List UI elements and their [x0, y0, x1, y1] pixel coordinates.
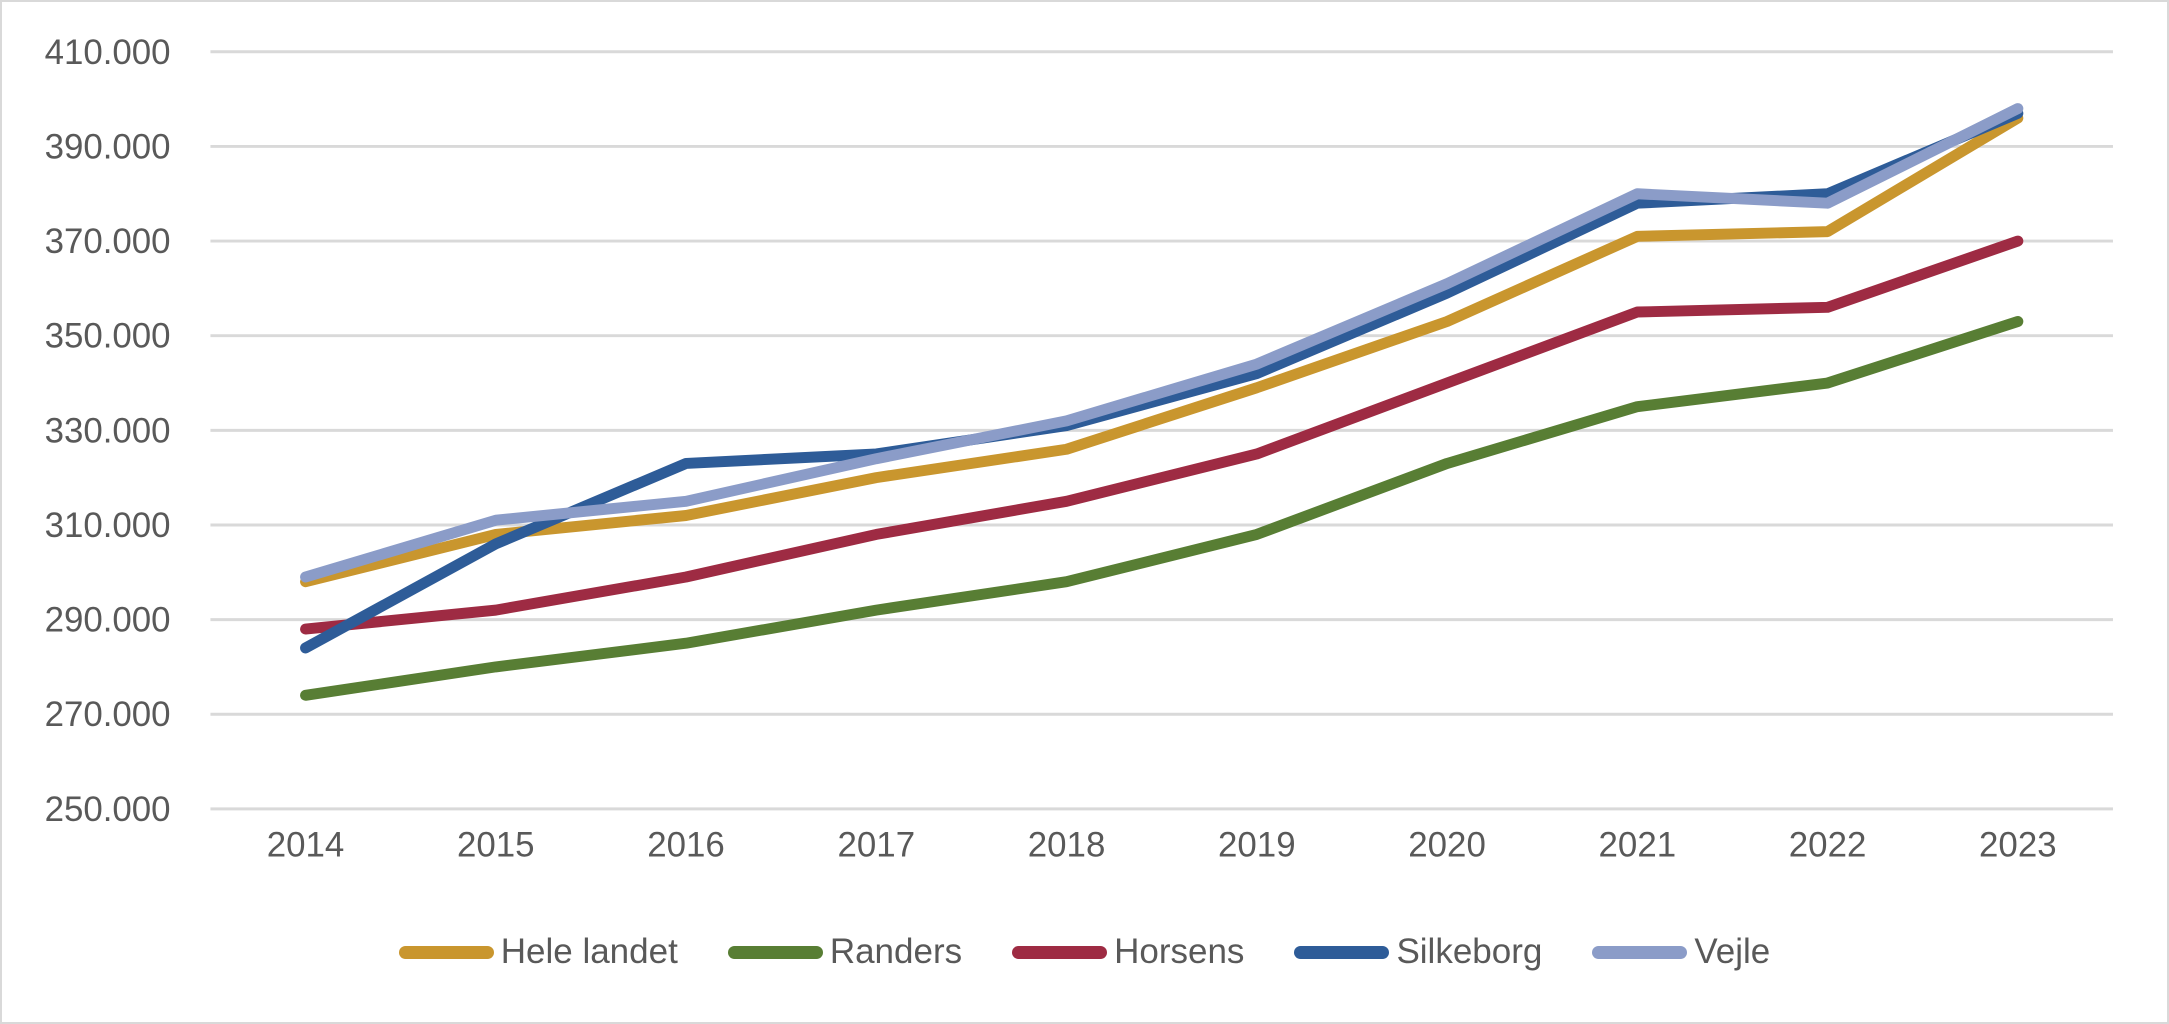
y-tick-label: 350.000: [45, 317, 171, 356]
legend-item-randers: Randers: [727, 932, 963, 972]
legend-label: Horsens: [1114, 932, 1245, 971]
x-tick-label: 2022: [1789, 826, 1867, 865]
x-tick-label: 2015: [457, 826, 535, 865]
y-tick-label: 290.000: [45, 601, 171, 640]
legend-label: Silkeborg: [1396, 932, 1543, 971]
x-tick-label: 2020: [1408, 826, 1486, 865]
legend-label: Hele landet: [500, 932, 678, 971]
x-tick-label: 2017: [838, 826, 916, 865]
y-tick-label: 250.000: [45, 790, 171, 829]
legend-item-horsens: Horsens: [1012, 932, 1244, 972]
gridlines: [210, 50, 2113, 811]
x-tick-label: 2021: [1599, 826, 1677, 865]
legend-swatch-icon: [1294, 945, 1390, 959]
legend-label: Vejle: [1694, 932, 1771, 971]
legend-swatch-icon: [1592, 945, 1688, 959]
x-tick-label: 2019: [1218, 826, 1296, 865]
x-tick-label: 2016: [647, 826, 725, 865]
y-tick-label: 390.000: [45, 127, 171, 166]
series-line-hele-landet: [300, 112, 2024, 588]
legend-item-silkeborg: Silkeborg: [1294, 932, 1542, 972]
series-lines: [300, 103, 2024, 701]
x-tick-label: 2018: [1028, 826, 1106, 865]
legend-swatch-icon: [1012, 945, 1108, 959]
y-tick-label: 330.000: [45, 411, 171, 450]
legend-swatch-icon: [398, 945, 494, 959]
legend-swatch-icon: [727, 945, 823, 959]
legend: Hele landet Randers Horsens Silkeborg Vejle: [2, 932, 2167, 972]
series-line-horsens: [300, 235, 2024, 635]
series-line-silkeborg: [300, 107, 2024, 654]
y-tick-label: 270.000: [45, 695, 171, 734]
x-axis-labels: 2014 2015 2016 2017 2018 2019 2020 2021 2022 2023: [267, 826, 2057, 865]
x-tick-label: 2014: [267, 826, 345, 865]
y-tick-label: 310.000: [45, 506, 171, 545]
y-axis-labels: 250.000 270.000 290.000 310.000 330.000 350.0…: [45, 33, 171, 829]
legend-label: Randers: [829, 932, 963, 971]
series-line-randers: [300, 316, 2024, 701]
x-tick-label: 2023: [1979, 826, 2057, 865]
legend-item-vejle: Vejle: [1592, 932, 1770, 972]
y-tick-label: 410.000: [45, 33, 171, 72]
y-tick-label: 370.000: [45, 222, 171, 261]
series-line-vejle: [300, 103, 2024, 583]
legend-item-hele-landet: Hele landet: [398, 932, 678, 972]
